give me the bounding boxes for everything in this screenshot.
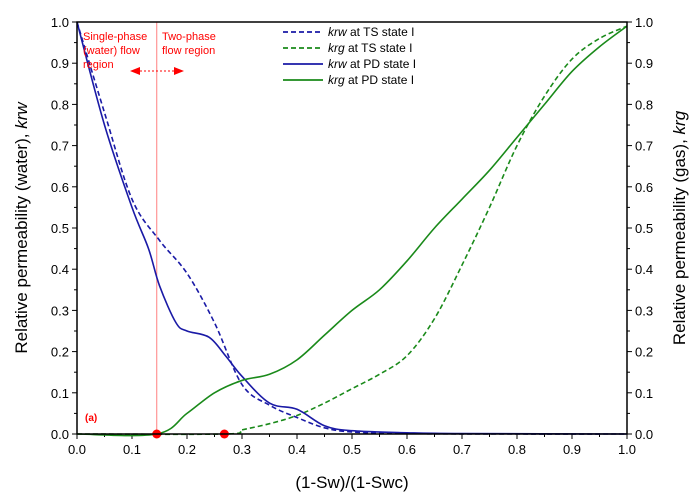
plot-frame — [76, 21, 628, 435]
y-axis-left-label: Relative permeability (water), krw — [12, 101, 31, 354]
legend: krw at TS state I krg at TS state I krw at… — [283, 25, 416, 87]
y-right-tick-label: 0.1 — [635, 386, 653, 401]
y-right-tick-label: 0.4 — [635, 262, 653, 277]
annotation-two-phase-1: Two-phase — [162, 31, 216, 43]
y-right-tick-label: 0.5 — [635, 221, 653, 236]
y-right-tick-label: 0.2 — [635, 345, 653, 360]
y-left-tick-label: 0.7 — [51, 139, 69, 154]
y-left-tick-label: 0.6 — [51, 180, 69, 195]
x-tick-label: 0.4 — [288, 442, 306, 457]
legend-label: krw at TS state I — [328, 25, 414, 39]
annotation-single-phase-1: Single-phase — [83, 31, 147, 43]
series-line-krg-at-ts-state-i — [76, 25, 628, 436]
x-tick-label: 0.7 — [453, 442, 471, 457]
y-left-tick-label: 0.1 — [51, 386, 69, 401]
y-right-tick-label: 0.3 — [635, 303, 653, 318]
x-tick-label: 0.6 — [398, 442, 416, 457]
annotation-single-phase-3: region — [83, 59, 114, 71]
y-right-tick-label: 0.6 — [635, 180, 653, 195]
legend-label: krw at PD state I — [328, 57, 416, 71]
y-left-tick-label: 0.2 — [51, 345, 69, 360]
double-arrow-icon — [130, 67, 184, 75]
y-left-tick-label: 1.0 — [51, 15, 69, 30]
y-right-tick-label: 1.0 — [635, 15, 653, 30]
x-tick-label: 0.1 — [123, 442, 141, 457]
y-left-tick-label: 0.4 — [51, 262, 69, 277]
x-tick-label: 0.0 — [68, 442, 86, 457]
x-tick-label: 0.9 — [563, 442, 581, 457]
y-left-tick-label: 0.8 — [51, 97, 69, 112]
series-line-krw-at-pd-state-i — [76, 21, 628, 435]
y-axis-right-label: Relative permeability (gas), krg — [670, 110, 689, 345]
y-right-tick-label: 0.7 — [635, 139, 653, 154]
y-right-tick-label: 0.9 — [635, 56, 653, 71]
legend-label: krg at TS state I — [328, 41, 412, 55]
y-left-tick-label: 0.9 — [51, 56, 69, 71]
series-line-krg-at-pd-state-i — [76, 25, 628, 437]
legend-label: krg at PD state I — [328, 73, 414, 87]
x-tick-label: 0.5 — [343, 442, 361, 457]
y-left-tick-label: 0.3 — [51, 303, 69, 318]
x-axis-label: (1-Sw)/(1-Swc) — [295, 473, 408, 492]
y-right-tick-label: 0.0 — [635, 427, 653, 442]
y-right-tick-label: 0.8 — [635, 97, 653, 112]
x-tick-label: 0.8 — [508, 442, 526, 457]
x-tick-label: 0.2 — [178, 442, 196, 457]
annotation-single-phase-2: (water) flow — [83, 45, 140, 57]
annotation-two-phase-2: flow region — [162, 45, 215, 57]
y-left-tick-label: 0.5 — [51, 221, 69, 236]
y-left-tick-label: 0.0 — [51, 427, 69, 442]
panel-label: (a) — [85, 413, 97, 424]
x-tick-label: 1.0 — [618, 442, 636, 457]
x-tick-label: 0.3 — [233, 442, 251, 457]
